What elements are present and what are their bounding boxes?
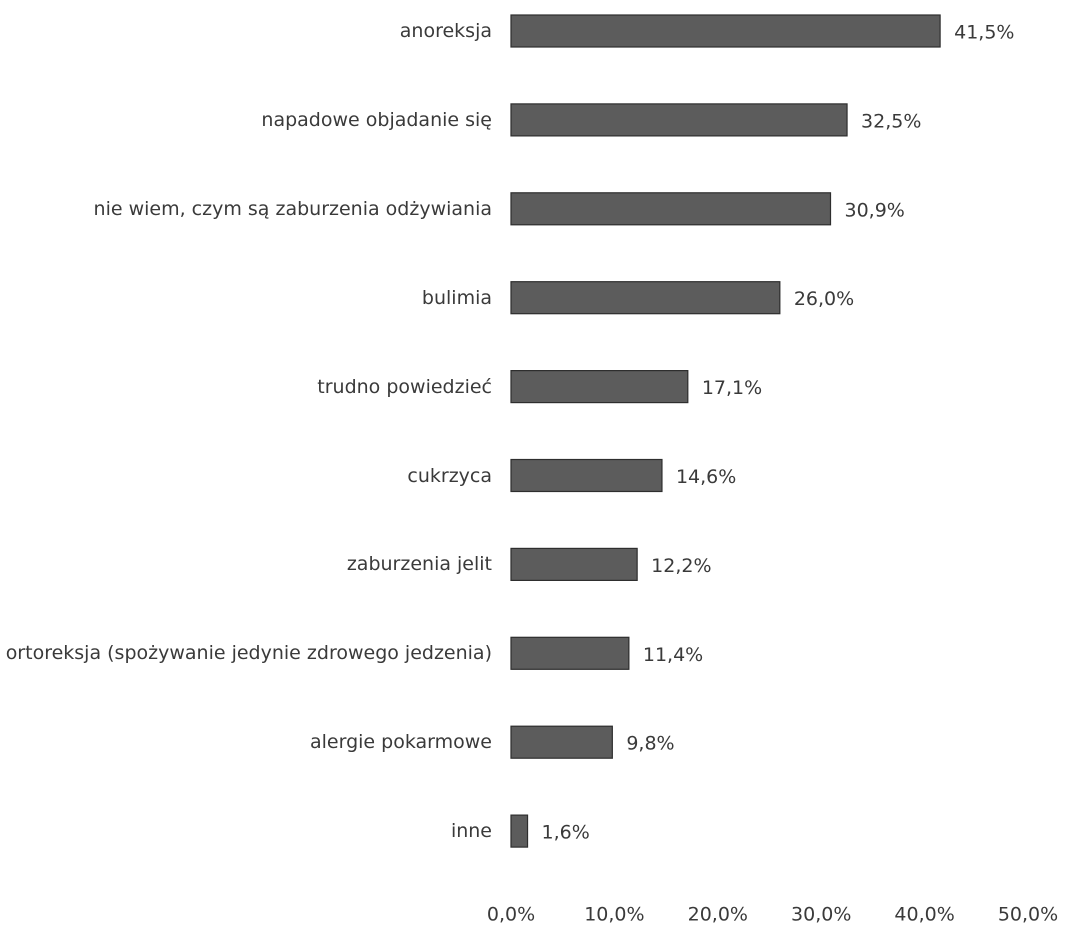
x-tick-label: 50,0% [998, 904, 1058, 926]
bar [510, 725, 613, 759]
x-tick-label: 30,0% [791, 904, 851, 926]
category-label-box: anoreksja [0, 18, 492, 44]
y-tick-label: zaburzenia jelit [346, 553, 492, 576]
value-label: 30,9% [845, 199, 905, 221]
category-label-box: cukrzyca [0, 463, 492, 489]
y-tick-label: napadowe objadanie się [261, 108, 492, 131]
category-label-box: zaburzenia jelit [0, 551, 492, 577]
x-tick-label: 20,0% [688, 904, 748, 926]
bar [510, 281, 781, 315]
category-label-box: bulimia [0, 285, 492, 311]
value-label: 17,1% [702, 377, 762, 399]
bar [510, 458, 663, 493]
value-label: 9,8% [626, 733, 674, 755]
category-label-box: trudno powiedzieć [0, 374, 492, 400]
y-tick-label: nie wiem, czym są zaburzenia odżywiania [93, 197, 492, 220]
value-label: 41,5% [954, 22, 1014, 44]
bar [510, 814, 529, 848]
bar [510, 370, 689, 404]
y-tick-label: cukrzyca [407, 464, 492, 487]
bar [510, 103, 848, 137]
y-tick-label: bulimia [421, 286, 492, 309]
y-tick-label: alergie pokarmowe [310, 731, 492, 754]
value-label: 12,2% [651, 555, 711, 577]
bar [510, 192, 832, 226]
x-tick-label: 0,0% [487, 904, 535, 926]
bar [510, 547, 638, 582]
value-label: 32,5% [861, 110, 921, 132]
y-tick-label: trudno powiedzieć [317, 375, 492, 398]
category-label-box: napadowe objadanie się [0, 107, 492, 133]
category-label-box: inne [0, 818, 492, 844]
value-label: 11,4% [643, 644, 703, 666]
x-tick-label: 10,0% [584, 904, 644, 926]
x-tick-label: 40,0% [894, 904, 954, 926]
value-label: 26,0% [794, 288, 854, 310]
category-label-box: nie wiem, czym są zaburzenia odżywiania [0, 196, 492, 222]
category-label-box: alergie pokarmowe [0, 729, 492, 755]
y-tick-label: ortoreksja (spożywanie jedynie zdrowego … [5, 642, 492, 665]
bar [510, 636, 630, 670]
y-tick-label: anoreksja [399, 20, 492, 42]
bar [510, 14, 941, 48]
y-tick-label: inne [450, 820, 492, 843]
category-label-box: ortoreksja (spożywanie jedynie zdrowego … [0, 640, 492, 666]
value-label: 14,6% [676, 466, 736, 488]
value-label: 1,6% [542, 822, 590, 844]
